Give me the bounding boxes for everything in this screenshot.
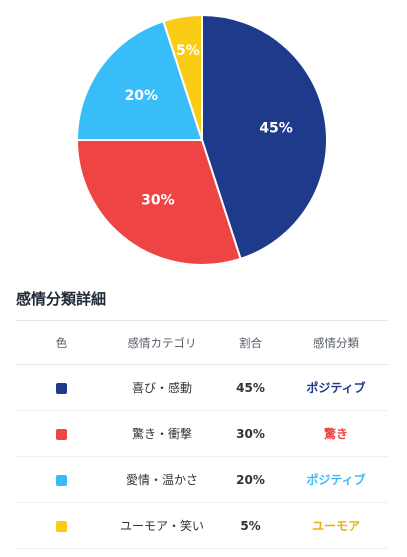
color-swatch <box>56 520 67 532</box>
slice-label: 30% <box>141 193 175 209</box>
table-row: 愛情・温かさ 20% ポジティブ <box>16 456 388 503</box>
color-swatch <box>56 474 67 486</box>
table-header-row: 色 感情カテゴリ 割合 感情分類 <box>16 322 388 365</box>
pie-chart: 45% 30% 20% 5% <box>75 13 328 266</box>
title-divider <box>16 320 388 321</box>
color-swatch <box>56 382 67 394</box>
color-swatch <box>56 428 67 440</box>
header-color: 色 <box>16 322 107 365</box>
color-cell <box>16 456 107 503</box>
classification-cell: 驚き <box>284 410 388 457</box>
header-category: 感情カテゴリ <box>107 322 217 365</box>
ratio-cell: 5% <box>217 502 284 549</box>
slice-label: 20% <box>125 88 159 104</box>
color-cell <box>16 364 107 411</box>
table-row: 喜び・感動 45% ポジティブ <box>16 364 388 411</box>
ratio-cell: 30% <box>217 410 284 457</box>
pie-chart-area: 45% 30% 20% 5% <box>0 0 407 272</box>
pie-slice <box>75 19 204 141</box>
category-cell: 驚き・衝撃 <box>107 410 217 457</box>
ratio-cell: 20% <box>217 456 284 503</box>
table-row: 驚き・衝撃 30% 驚き <box>16 410 388 457</box>
table-row: ユーモア・笑い 5% ユーモア <box>16 502 388 549</box>
category-cell: 喜び・感動 <box>107 364 217 411</box>
classification-cell: ポジティブ <box>284 364 388 411</box>
pie-slice <box>75 139 242 266</box>
color-cell <box>16 410 107 457</box>
slice-label: 5% <box>176 43 200 59</box>
category-cell: 愛情・温かさ <box>107 456 217 503</box>
ratio-cell: 45% <box>217 364 284 411</box>
classification-cell: ユーモア <box>284 502 388 549</box>
slice-label: 45% <box>259 120 293 136</box>
emotion-detail-table: 色 感情カテゴリ 割合 感情分類 喜び・感動 45% ポジティブ 驚き・衝撃 3… <box>16 322 388 549</box>
section-title: 感情分類詳細 <box>16 290 107 308</box>
header-ratio: 割合 <box>217 322 284 365</box>
pie-slice <box>201 13 328 261</box>
classification-cell: ポジティブ <box>284 456 388 503</box>
category-cell: ユーモア・笑い <box>107 502 217 549</box>
color-cell <box>16 502 107 549</box>
header-classification: 感情分類 <box>284 322 388 365</box>
pie-slice <box>162 13 203 141</box>
